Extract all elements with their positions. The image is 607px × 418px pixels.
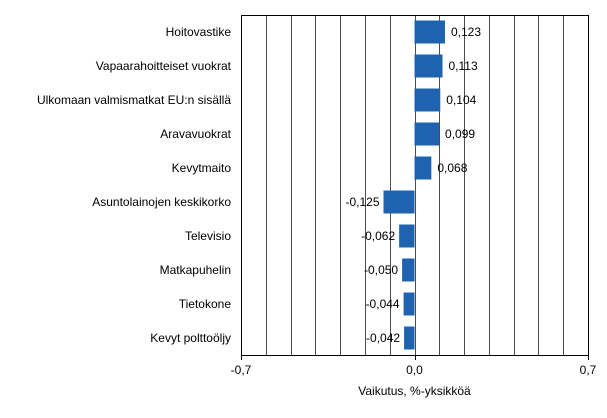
category-label: Aravavuokrat: [160, 127, 231, 141]
value-labels: 0,123 0,113 0,104 0,099 0,068 -0,125 -0,062 -0,…: [345, 25, 481, 345]
bars: [383, 20, 445, 350]
category-label: Vapaarahoitteiset vuokrat: [96, 59, 232, 73]
bar: [414, 54, 443, 78]
data-label: -0,125: [345, 195, 379, 209]
category-label: Tietokone: [179, 297, 232, 311]
bar: [402, 258, 415, 282]
data-label: -0,044: [366, 297, 400, 311]
bar: [399, 224, 415, 248]
category-label: Televisio: [185, 229, 231, 243]
bar: [414, 88, 441, 112]
data-label: 0,068: [437, 161, 467, 175]
category-label: Hoitovastike: [166, 25, 232, 39]
category-label: Asuntolainojen keskikorko: [92, 195, 231, 209]
bar: [403, 292, 415, 316]
x-tick-label: 0,0: [406, 363, 423, 377]
category-label: Kevyt polttoöljy: [150, 331, 231, 345]
bar: [414, 156, 432, 180]
gridlines: [266, 15, 564, 355]
data-label: 0,099: [445, 127, 475, 141]
x-tick-label: -0,7: [231, 363, 252, 377]
bar: [383, 190, 415, 214]
plot-frame: [241, 15, 589, 356]
x-axis-label: Vaikutus, %-yksikköä: [358, 384, 471, 398]
bar: [404, 326, 415, 350]
category-label: Matkapuhelin: [160, 263, 231, 277]
data-label: 0,123: [451, 25, 481, 39]
x-tick-label: 0,7: [580, 363, 597, 377]
data-label: -0,050: [364, 263, 398, 277]
x-axis-ticks: -0,7 0,0 0,7: [231, 355, 597, 377]
category-label: Kevytmaito: [172, 161, 232, 175]
data-label: -0,042: [366, 331, 400, 345]
bar: [414, 20, 445, 44]
data-label: 0,113: [449, 59, 478, 73]
bar: [414, 122, 440, 146]
data-label: 0,104: [446, 93, 476, 107]
category-labels: Hoitovastike Vapaarahoitteiset vuokrat Ulk…: [37, 25, 232, 345]
category-label: Ulkomaan valmismatkat EU:n sisällä: [37, 93, 231, 107]
data-label: -0,062: [361, 229, 395, 243]
